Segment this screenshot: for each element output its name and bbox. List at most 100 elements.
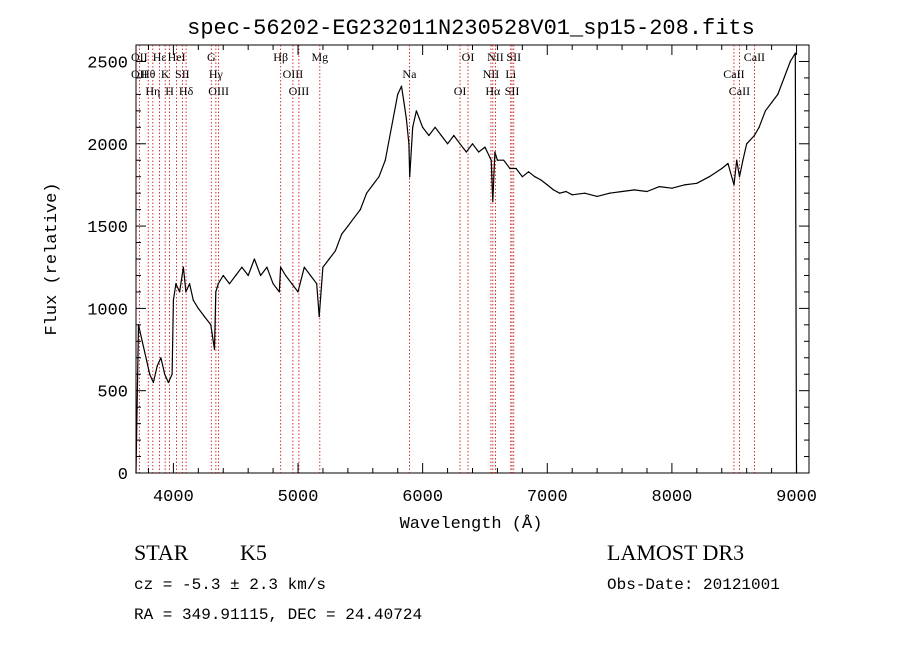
spectrum-point bbox=[334, 250, 336, 252]
spectrum-point bbox=[405, 118, 407, 120]
spectrum-point bbox=[571, 194, 573, 196]
spectrum-point bbox=[171, 373, 173, 375]
spectrum-point bbox=[210, 324, 212, 326]
spectral-line-label: Hη bbox=[145, 84, 160, 98]
spectrum-point bbox=[738, 176, 741, 178]
spectral-line-label: Hα bbox=[485, 84, 501, 98]
spectrum-point bbox=[415, 110, 417, 112]
spectrum-point bbox=[217, 283, 219, 285]
spectrum-point bbox=[777, 93, 779, 95]
object-subclass: K5 bbox=[240, 540, 267, 565]
spectrum-point bbox=[646, 190, 648, 193]
spectrum-point bbox=[408, 143, 410, 145]
y-tick-label: 1500 bbox=[87, 219, 128, 238]
spectrum-point bbox=[297, 291, 299, 293]
spectrum-point bbox=[534, 176, 536, 178]
spectral-line-label: OIII bbox=[208, 84, 229, 98]
x-axis-label: Wavelength (Å) bbox=[400, 515, 543, 534]
x-tick-label: 6000 bbox=[402, 488, 443, 507]
spectrum-point bbox=[471, 143, 474, 145]
spectrum-point bbox=[149, 373, 151, 375]
spectrum-point bbox=[521, 176, 524, 178]
spectrum-point bbox=[328, 258, 330, 260]
spectrum-point bbox=[280, 266, 282, 268]
spectral-line-label: K bbox=[161, 67, 170, 81]
spectrum-point bbox=[172, 299, 174, 301]
spectrum-point bbox=[185, 291, 187, 293]
spectral-line-label: OI bbox=[462, 50, 475, 64]
spectrum-series bbox=[135, 52, 798, 474]
spectral-line-label: OI bbox=[454, 84, 467, 98]
spectral-line-label: SII bbox=[175, 67, 190, 81]
spectrum-point bbox=[552, 189, 555, 191]
spectral-line-label: CaII bbox=[744, 50, 765, 64]
spectral-line-label: OIII bbox=[289, 84, 310, 98]
spectral-line-label: Mg bbox=[311, 50, 328, 64]
spectrum-point bbox=[465, 151, 467, 153]
spectral-line-label: CaII bbox=[729, 84, 750, 98]
spectral-line-label: CaII bbox=[723, 67, 744, 81]
x-tick-label: 9000 bbox=[776, 488, 817, 507]
object-class: STAR bbox=[134, 540, 189, 565]
spectrum-point bbox=[746, 143, 748, 145]
spectrum-point bbox=[192, 299, 194, 301]
spectral-line-label: Hγ bbox=[209, 67, 224, 81]
spectrum-point bbox=[359, 209, 361, 211]
spectrum-point bbox=[540, 179, 542, 181]
spectrum-point bbox=[384, 159, 386, 161]
spectrum-point bbox=[145, 357, 147, 359]
spectrum-point bbox=[222, 274, 224, 277]
spectrum-point bbox=[175, 283, 177, 285]
spectrum-point bbox=[447, 143, 449, 145]
spectrum-point bbox=[733, 184, 735, 186]
spectrum-point bbox=[671, 187, 673, 189]
spectral-line-label: Hβ bbox=[273, 50, 288, 64]
spectrum-point bbox=[736, 159, 738, 161]
spectrum-point bbox=[366, 192, 368, 194]
spectrum-point bbox=[515, 167, 517, 170]
spectrum-point bbox=[203, 316, 206, 318]
spectrum-point bbox=[241, 266, 243, 268]
spectrum-point bbox=[272, 283, 274, 285]
line-labels: OIIOIIHθHηHεKHHeISIIHδGHγOIIIHβOIIIOIIIM… bbox=[131, 50, 765, 98]
spectral-line-label: G bbox=[207, 50, 216, 64]
obs-date: Obs-Date: 20121001 bbox=[607, 576, 780, 594]
spectrum-point bbox=[503, 159, 505, 161]
spectrum-point bbox=[322, 266, 324, 268]
spectrum-point bbox=[309, 274, 312, 277]
spectrum-point bbox=[347, 225, 349, 227]
spectrum-point bbox=[596, 195, 598, 197]
spectrum-point bbox=[428, 134, 430, 137]
spectrum-point bbox=[182, 266, 184, 268]
spectrum-point bbox=[440, 134, 442, 137]
spectrum-point bbox=[247, 274, 249, 277]
chart-title: spec-56202-EG232011N230528V01_sp15-208.f… bbox=[187, 16, 755, 41]
spectrum-point bbox=[215, 291, 217, 293]
x-tick-label: 4000 bbox=[153, 488, 194, 507]
y-tick-label: 1000 bbox=[87, 301, 128, 320]
spectrum-point bbox=[291, 283, 293, 285]
spectrum-point bbox=[683, 184, 686, 186]
spectrum-point bbox=[771, 102, 773, 104]
spectrum-point bbox=[353, 217, 355, 219]
y-tick-label: 2000 bbox=[87, 137, 128, 156]
spectral-line-label: H bbox=[165, 84, 174, 98]
survey-name: LAMOST DR3 bbox=[607, 540, 744, 565]
redshift-text: cz = -5.3 ± 2.3 km/s bbox=[134, 576, 326, 594]
plot-frame bbox=[135, 44, 810, 474]
coordinates: RA = 349.91115, DEC = 24.40724 bbox=[134, 606, 422, 624]
x-tick-label: 8000 bbox=[652, 488, 693, 507]
spectrum-point bbox=[412, 126, 414, 128]
spectral-line-label: SII bbox=[505, 84, 520, 98]
x-tick-label: 7000 bbox=[527, 488, 568, 507]
spectrum-point bbox=[758, 126, 760, 128]
spectrum-point bbox=[753, 134, 756, 137]
spectrum-point bbox=[278, 291, 280, 293]
spectrum-point bbox=[696, 182, 698, 184]
spectrum-point bbox=[584, 192, 586, 194]
spectrum-point bbox=[459, 143, 461, 145]
spectrum-point bbox=[727, 162, 729, 165]
spectrum-point bbox=[490, 159, 492, 161]
spectrum-point bbox=[318, 316, 320, 318]
